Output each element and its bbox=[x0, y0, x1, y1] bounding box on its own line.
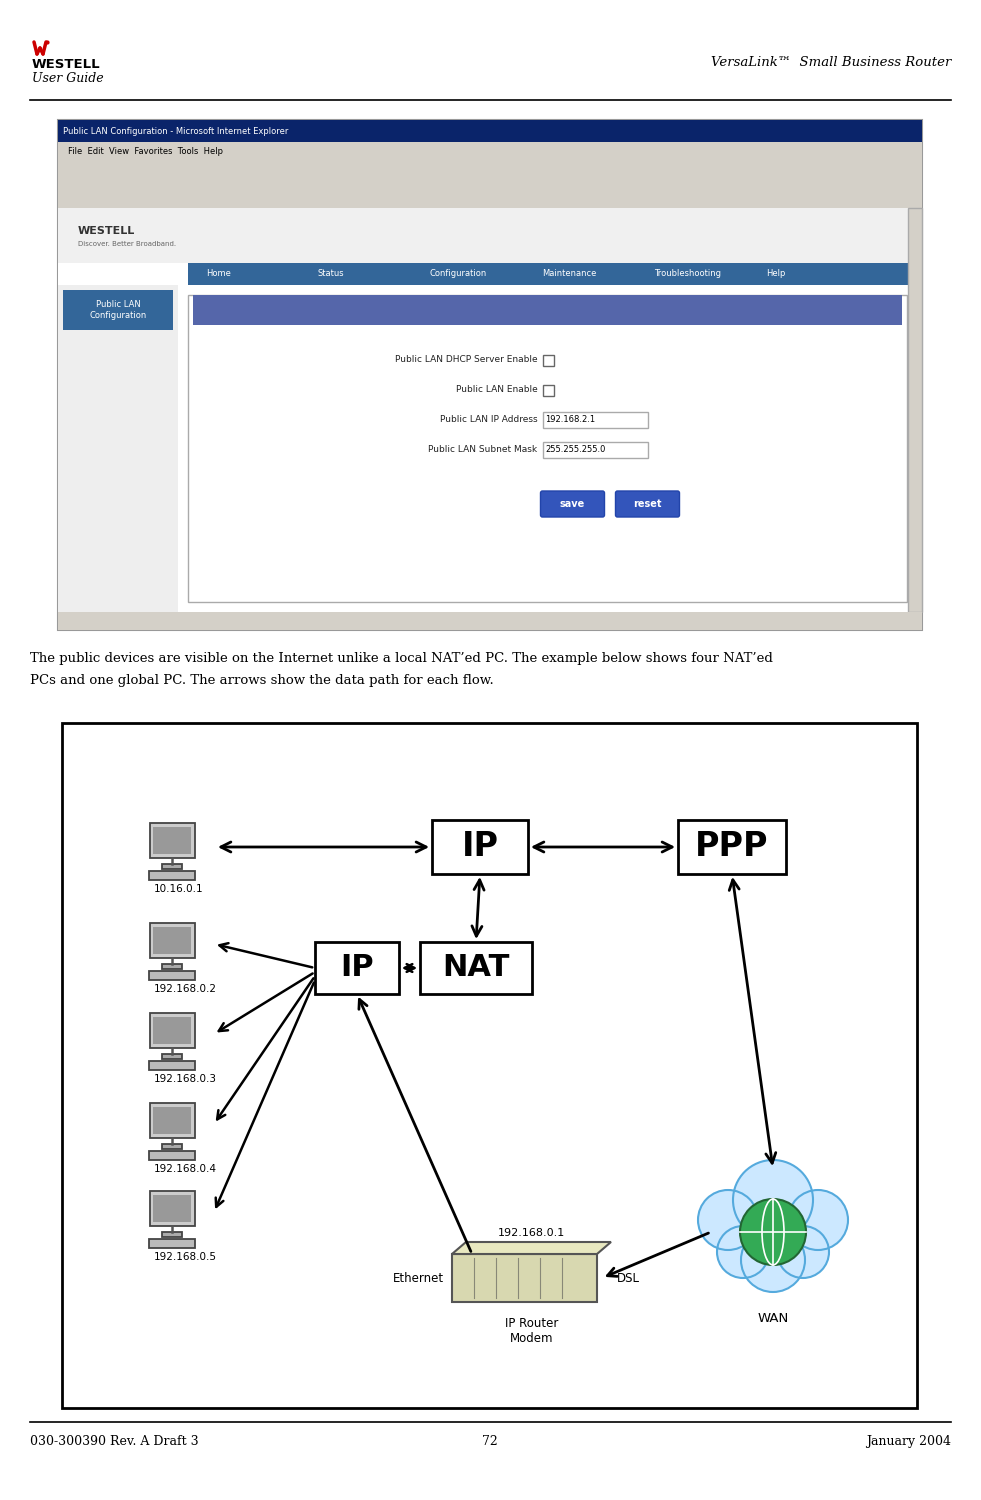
Polygon shape bbox=[452, 1242, 611, 1254]
Text: NAT: NAT bbox=[442, 954, 510, 982]
Text: Maintenance: Maintenance bbox=[542, 270, 596, 279]
FancyBboxPatch shape bbox=[149, 1104, 194, 1137]
Text: PPP: PPP bbox=[696, 831, 769, 864]
Text: Modem: Modem bbox=[510, 1332, 553, 1346]
Text: 10.16.0.1: 10.16.0.1 bbox=[154, 884, 204, 894]
FancyBboxPatch shape bbox=[193, 296, 902, 326]
Text: Public LAN Subnet Mask: Public LAN Subnet Mask bbox=[429, 446, 538, 454]
Text: PCs and one global PC. The arrows show the data path for each flow.: PCs and one global PC. The arrows show t… bbox=[30, 674, 493, 687]
Circle shape bbox=[717, 1226, 769, 1278]
Text: WESTELL: WESTELL bbox=[32, 58, 101, 70]
FancyBboxPatch shape bbox=[452, 1254, 597, 1302]
Text: save: save bbox=[560, 500, 585, 508]
Text: Help: Help bbox=[766, 270, 786, 279]
FancyBboxPatch shape bbox=[162, 1232, 181, 1238]
FancyBboxPatch shape bbox=[162, 964, 181, 969]
FancyBboxPatch shape bbox=[148, 871, 195, 880]
Circle shape bbox=[788, 1190, 848, 1250]
FancyBboxPatch shape bbox=[58, 285, 178, 612]
FancyBboxPatch shape bbox=[149, 924, 194, 957]
Text: Ethernet: Ethernet bbox=[392, 1272, 444, 1284]
Text: IP: IP bbox=[340, 954, 374, 982]
FancyBboxPatch shape bbox=[58, 209, 922, 262]
FancyBboxPatch shape bbox=[63, 290, 173, 330]
FancyBboxPatch shape bbox=[149, 1014, 194, 1047]
Text: IP: IP bbox=[461, 831, 498, 864]
Text: WESTELL: WESTELL bbox=[78, 225, 135, 236]
FancyBboxPatch shape bbox=[153, 1107, 191, 1134]
Text: 255.255.255.0: 255.255.255.0 bbox=[545, 446, 606, 454]
Text: File  Edit  View  Favorites  Tools  Help: File Edit View Favorites Tools Help bbox=[68, 147, 223, 156]
FancyBboxPatch shape bbox=[541, 490, 604, 517]
Text: Troubleshooting: Troubleshooting bbox=[654, 270, 721, 279]
Text: Public LAN Configuration - Microsoft Internet Explorer: Public LAN Configuration - Microsoft Int… bbox=[63, 126, 288, 135]
Circle shape bbox=[741, 1228, 805, 1292]
Text: Public LAN IP Address: Public LAN IP Address bbox=[439, 416, 538, 424]
FancyBboxPatch shape bbox=[678, 821, 786, 874]
Text: User Guide: User Guide bbox=[32, 72, 104, 86]
FancyBboxPatch shape bbox=[148, 1150, 195, 1160]
FancyBboxPatch shape bbox=[62, 723, 917, 1408]
Text: 72: 72 bbox=[482, 1436, 498, 1448]
FancyBboxPatch shape bbox=[58, 142, 922, 160]
Text: WAN: WAN bbox=[757, 1312, 789, 1324]
Circle shape bbox=[777, 1226, 829, 1278]
FancyBboxPatch shape bbox=[188, 262, 922, 285]
FancyBboxPatch shape bbox=[542, 442, 647, 458]
FancyBboxPatch shape bbox=[162, 864, 181, 868]
Text: Home: Home bbox=[206, 270, 231, 279]
FancyBboxPatch shape bbox=[908, 209, 922, 612]
FancyBboxPatch shape bbox=[149, 824, 194, 858]
Text: Public LAN DHCP Server Enable: Public LAN DHCP Server Enable bbox=[395, 356, 538, 364]
FancyBboxPatch shape bbox=[153, 827, 191, 854]
Text: DSL: DSL bbox=[617, 1272, 640, 1284]
FancyBboxPatch shape bbox=[315, 942, 399, 994]
FancyBboxPatch shape bbox=[542, 413, 647, 428]
FancyBboxPatch shape bbox=[58, 612, 922, 630]
Text: Status: Status bbox=[318, 270, 344, 279]
FancyBboxPatch shape bbox=[542, 386, 553, 396]
Text: reset: reset bbox=[634, 500, 662, 508]
Circle shape bbox=[698, 1190, 758, 1250]
FancyBboxPatch shape bbox=[162, 1144, 181, 1149]
Text: 192.168.0.4: 192.168.0.4 bbox=[154, 1164, 217, 1174]
Text: 192.168.0.1: 192.168.0.1 bbox=[498, 1228, 565, 1238]
FancyBboxPatch shape bbox=[162, 1054, 181, 1059]
FancyBboxPatch shape bbox=[58, 188, 922, 209]
Text: Public LAN Enable: Public LAN Enable bbox=[456, 386, 538, 394]
Text: January 2004: January 2004 bbox=[866, 1436, 951, 1448]
Circle shape bbox=[740, 1198, 806, 1264]
FancyBboxPatch shape bbox=[542, 356, 553, 366]
Text: Configuration: Configuration bbox=[430, 270, 488, 279]
Text: Public LAN
Configuration: Public LAN Configuration bbox=[89, 300, 146, 320]
FancyBboxPatch shape bbox=[148, 1239, 195, 1248]
FancyBboxPatch shape bbox=[420, 942, 532, 994]
FancyBboxPatch shape bbox=[58, 120, 922, 630]
Text: 192.168.0.5: 192.168.0.5 bbox=[154, 1252, 217, 1262]
FancyBboxPatch shape bbox=[153, 1196, 191, 1222]
FancyBboxPatch shape bbox=[188, 296, 907, 602]
Text: 192.168.0.2: 192.168.0.2 bbox=[154, 984, 217, 994]
FancyBboxPatch shape bbox=[58, 160, 922, 188]
FancyBboxPatch shape bbox=[432, 821, 528, 874]
FancyBboxPatch shape bbox=[58, 209, 922, 612]
FancyBboxPatch shape bbox=[153, 1017, 191, 1044]
Text: The public devices are visible on the Internet unlike a local NAT’ed PC. The exa: The public devices are visible on the In… bbox=[30, 652, 773, 664]
FancyBboxPatch shape bbox=[153, 927, 191, 954]
Text: 192.168.0.3: 192.168.0.3 bbox=[154, 1074, 217, 1084]
FancyBboxPatch shape bbox=[58, 120, 922, 142]
Circle shape bbox=[733, 1160, 813, 1240]
FancyBboxPatch shape bbox=[615, 490, 680, 517]
FancyBboxPatch shape bbox=[149, 1191, 194, 1225]
Text: 030-300390 Rev. A Draft 3: 030-300390 Rev. A Draft 3 bbox=[30, 1436, 198, 1448]
Text: VersaLink™  Small Business Router: VersaLink™ Small Business Router bbox=[710, 56, 951, 69]
Text: 192.168.2.1: 192.168.2.1 bbox=[545, 416, 595, 424]
FancyBboxPatch shape bbox=[148, 1060, 195, 1070]
Text: Discover. Better Broadband.: Discover. Better Broadband. bbox=[78, 240, 177, 246]
FancyBboxPatch shape bbox=[148, 970, 195, 980]
Text: IP Router: IP Router bbox=[505, 1317, 558, 1330]
